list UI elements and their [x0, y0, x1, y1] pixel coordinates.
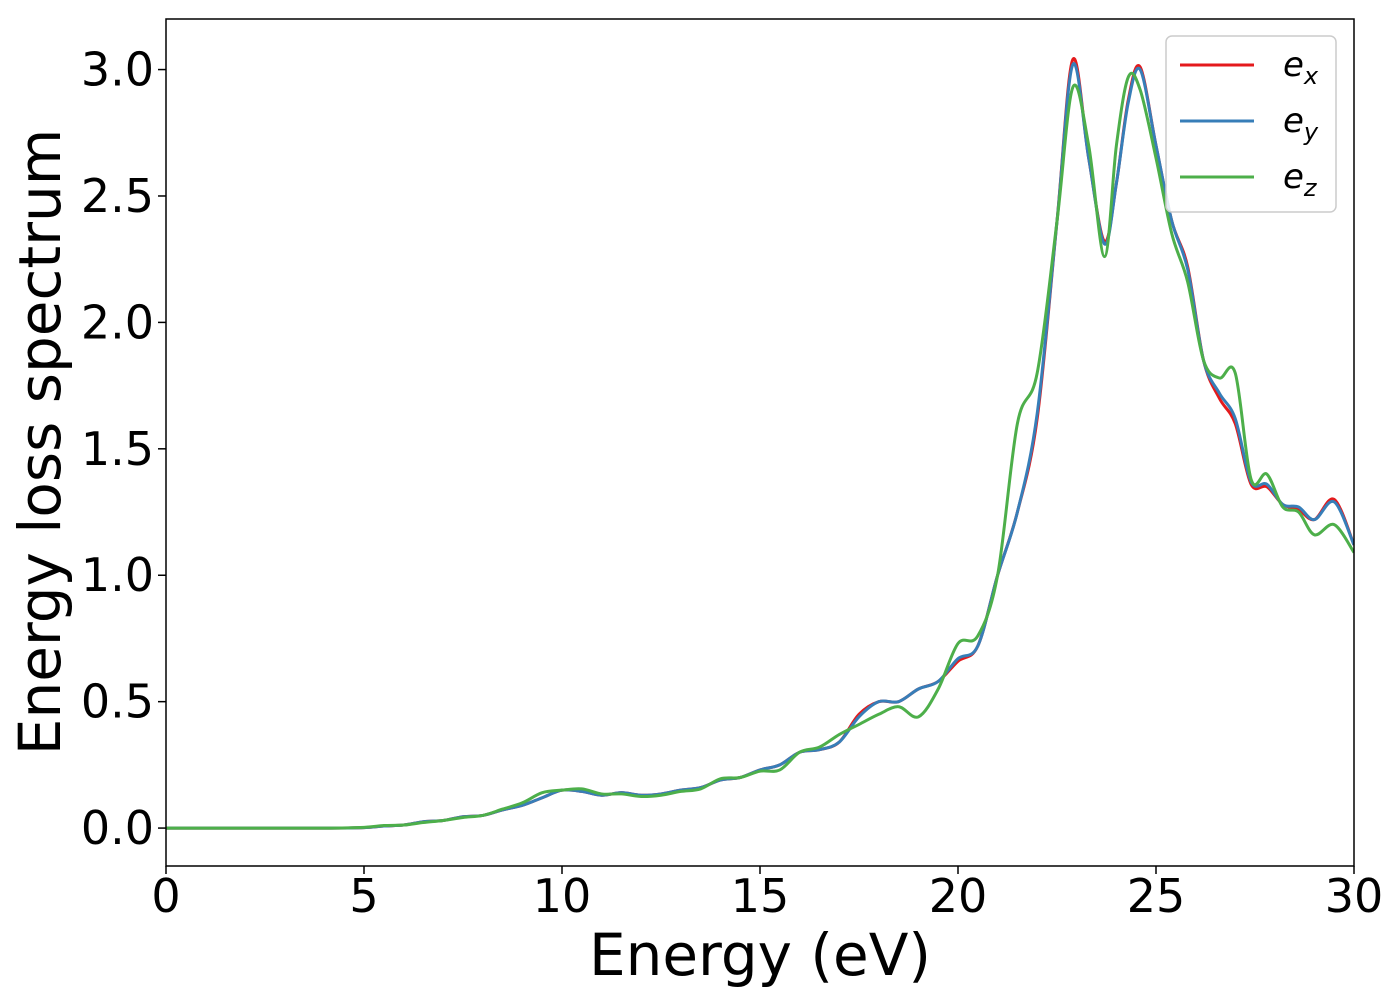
legend-label-y: ey: [1283, 101, 1319, 146]
y-tick-label: 1.0: [81, 548, 154, 602]
x-tick-label: 30: [1325, 869, 1384, 923]
y-tick-label: 0.0: [81, 801, 154, 855]
x-tick-label: 5: [349, 869, 378, 923]
x-axis-title: Energy (eV): [589, 921, 931, 989]
y-tick-label: 3.0: [81, 43, 154, 97]
series-layer: [166, 57, 1354, 830]
legend-label-x: ex: [1283, 45, 1319, 90]
x-tick-label: 10: [533, 869, 592, 923]
y-tick-label: 1.5: [81, 422, 154, 476]
x-tick-label: 25: [1127, 869, 1186, 923]
x-tick-label: 0: [151, 869, 180, 923]
legend: ex ey ez: [1165, 35, 1337, 213]
y-tick-label: 2.5: [81, 169, 154, 223]
legend-box: [1165, 35, 1337, 213]
legend-label-z: ez: [1283, 157, 1318, 202]
x-tick-label: 15: [731, 869, 790, 923]
series-line-z: [166, 71, 1354, 830]
y-axis-ticks: 0.0 0.5 1.0 1.5 2.0 2.5 3.0: [81, 43, 166, 855]
x-axis-ticks: 0 5 10 15 20 25 30: [151, 866, 1383, 923]
x-tick-label: 20: [929, 869, 988, 923]
y-axis-title: Energy loss spectrum: [6, 129, 74, 755]
y-tick-label: 0.5: [81, 675, 154, 729]
y-tick-label: 2.0: [81, 295, 154, 349]
